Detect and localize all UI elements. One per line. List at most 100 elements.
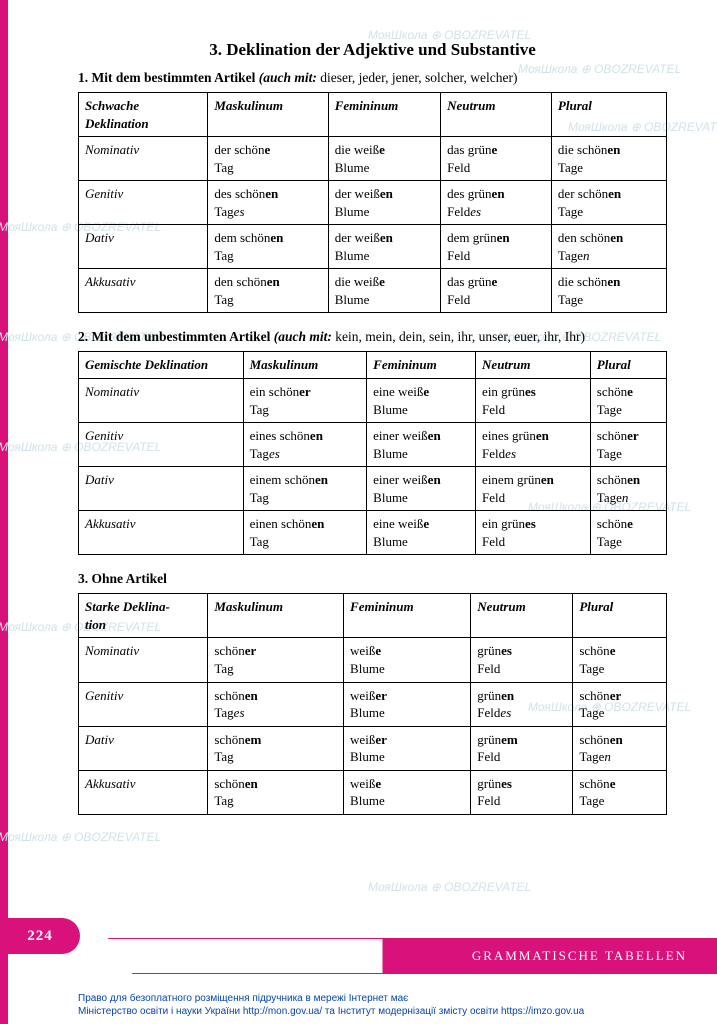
row-label: Akkusativ (79, 511, 244, 555)
table-cell: die schönenTage (551, 269, 666, 313)
table-row: Nominativder schöneTagdie weißeBlumedas … (79, 137, 667, 181)
table-cell: der schöneTag (208, 137, 328, 181)
table-cell: weißerBlume (344, 682, 471, 726)
table-col-header: Femininum (328, 93, 440, 137)
table-schwache-deklination: Schwache DeklinationMaskulinumFemininumN… (78, 92, 667, 313)
table-col-header: Maskulinum (243, 352, 367, 379)
table-cell: dem grünenFeld (441, 225, 552, 269)
table-cell: eines grünenFeldes (476, 423, 591, 467)
table-cell: weißerBlume (344, 726, 471, 770)
table-cell: schönenTagen (573, 726, 667, 770)
watermark-text: МояШкола ⊕ OBOZREVATEL (368, 880, 531, 894)
table-cell: einen schönenTag (243, 511, 367, 555)
page-number: 224 (27, 928, 53, 945)
page-title: 3. Deklination der Adjektive und Substan… (78, 40, 667, 60)
section2-heading: 2. Mit dem unbestimmten Artikel (auch mi… (78, 329, 667, 345)
table-cell: grünenFeldes (471, 682, 573, 726)
table-cell: die weißeBlume (328, 137, 440, 181)
table-row: Genitiveines schönenTageseiner weißenBlu… (79, 423, 667, 467)
table-cell: weißeBlume (344, 638, 471, 682)
table-col-header: Plural (551, 93, 666, 137)
table-col-header: Plural (590, 352, 666, 379)
table-col-header: Maskulinum (208, 594, 344, 638)
footer-label: GRAMMATISCHE TABELLEN (472, 948, 687, 964)
table-cell: des grünenFeldes (441, 181, 552, 225)
table-starke-deklination: Starke Deklina-tionMaskulinumFemininumNe… (78, 593, 667, 814)
table-cell: das grüneFeld (441, 269, 552, 313)
table-cell: schönerTage (573, 682, 667, 726)
row-label: Akkusativ (79, 770, 208, 814)
table-cell: die weißeBlume (328, 269, 440, 313)
table-corner-header: Starke Deklina-tion (79, 594, 208, 638)
content: 3. Deklination der Adjektive und Substan… (78, 40, 667, 815)
table-row: Akkusativden schönenTagdie weißeBlumedas… (79, 269, 667, 313)
table-row: DativschönemTagweißerBlumegrünemFeldschö… (79, 726, 667, 770)
table-col-header: Neutrum (441, 93, 552, 137)
table-cell: dem schönenTag (208, 225, 328, 269)
table-row: Genitivdes schönenTagesder weißenBlumede… (79, 181, 667, 225)
table-col-header: Neutrum (471, 594, 573, 638)
page: МояШкола ⊕ OBOZREVATEL МояШкола ⊕ OBOZREV… (0, 0, 717, 1024)
table-cell: grünesFeld (471, 770, 573, 814)
table-cell: grünemFeld (471, 726, 573, 770)
table-col-header: Femininum (344, 594, 471, 638)
table-cell: einer weißenBlume (367, 467, 476, 511)
table-col-header: Femininum (367, 352, 476, 379)
table-cell: schönerTage (590, 423, 666, 467)
section1-heading: 1. Mit dem bestimmten Artikel (auch mit:… (78, 70, 667, 86)
row-label: Genitiv (79, 181, 208, 225)
table-cell: einem grünenFeld (476, 467, 591, 511)
table-col-header: Maskulinum (208, 93, 328, 137)
watermark-text: МояШкола ⊕ OBOZREVATEL (0, 830, 161, 844)
section2-heading-rest: kein, mein, dein, sein, ihr, unser, euer… (332, 329, 585, 344)
table-cell: schönemTag (208, 726, 344, 770)
table-col-header: Neutrum (476, 352, 591, 379)
row-label: Nominativ (79, 379, 244, 423)
row-label: Nominativ (79, 638, 208, 682)
legal-line-1: Право для безоплатного розміщення підруч… (78, 992, 584, 1005)
section3-heading-bold: 3. Ohne Artikel (78, 571, 167, 586)
table-row: Nominativein schönerTageine weißeBlumeei… (79, 379, 667, 423)
table-cell: schönenTages (208, 682, 344, 726)
row-label: Dativ (79, 467, 244, 511)
table-cell: schönenTag (208, 770, 344, 814)
section1-heading-rest: dieser, jeder, jener, solcher, welcher) (317, 70, 518, 85)
table-cell: der weißenBlume (328, 225, 440, 269)
table-cell: schönenTagen (590, 467, 666, 511)
section1-heading-bold: 1. Mit dem bestimmten Artikel (78, 70, 255, 85)
table-cell: das grüneFeld (441, 137, 552, 181)
table-cell: der schönenTage (551, 181, 666, 225)
row-label: Dativ (79, 726, 208, 770)
table-row: Dativdem schönenTagder weißenBlumedem gr… (79, 225, 667, 269)
table-cell: des schönenTages (208, 181, 328, 225)
table-row: NominativschönerTagweißeBlumegrünesFelds… (79, 638, 667, 682)
row-label: Nominativ (79, 137, 208, 181)
table-cell: ein grünesFeld (476, 379, 591, 423)
table-row: Dativeinem schönenTageiner weißenBlumeei… (79, 467, 667, 511)
table-cell: schöneTage (590, 511, 666, 555)
table-cell: eines schönenTages (243, 423, 367, 467)
table-cell: ein grünesFeld (476, 511, 591, 555)
row-label: Genitiv (79, 423, 244, 467)
section2-heading-bold: 2. Mit dem unbestimmten Artikel (78, 329, 270, 344)
table-cell: grünesFeld (471, 638, 573, 682)
table-cell: weißeBlume (344, 770, 471, 814)
table-gemischte-deklination: Gemischte DeklinationMaskulinumFemininum… (78, 351, 667, 555)
legal-line-2: Міністерство освіти і науки України http… (78, 1005, 584, 1018)
table-cell: einem schönenTag (243, 467, 367, 511)
table-row: GenitivschönenTagesweißerBlumegrünenFeld… (79, 682, 667, 726)
table-cell: schöneTage (573, 638, 667, 682)
table-cell: den schönenTagen (551, 225, 666, 269)
table-corner-header: Schwache Deklination (79, 93, 208, 137)
table-cell: ein schönerTag (243, 379, 367, 423)
row-label: Dativ (79, 225, 208, 269)
table-cell: schöneTage (573, 770, 667, 814)
legal-notice: Право для безоплатного розміщення підруч… (78, 992, 584, 1018)
row-label: Genitiv (79, 682, 208, 726)
table-cell: den schönenTag (208, 269, 328, 313)
row-label: Akkusativ (79, 269, 208, 313)
table-cell: schöneTage (590, 379, 666, 423)
table-row: AkkusativschönenTagweißeBlumegrünesFelds… (79, 770, 667, 814)
section2-heading-italic: (auch mit: (270, 329, 332, 344)
page-number-tab: 224 (0, 918, 80, 954)
